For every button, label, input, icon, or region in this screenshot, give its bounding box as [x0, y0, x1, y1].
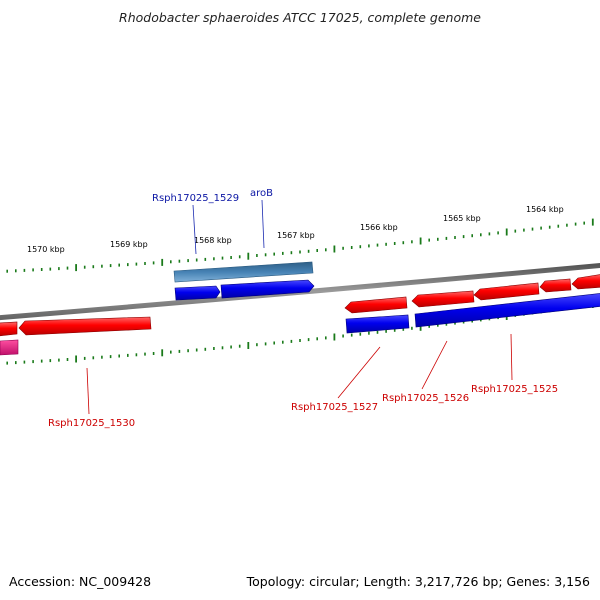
- scale-label-1567: 1567 kbp: [277, 231, 315, 240]
- cds-arrow-rsph1529[interactable]: [174, 285, 221, 301]
- leader-rsph1527: [337, 346, 381, 399]
- gene-feature-rsph1526-1525[interactable]: [414, 293, 600, 328]
- forward-strand-features: [173, 261, 315, 301]
- cds-arrow-rsph1525-a[interactable]: [473, 282, 540, 301]
- gene-feature-rsph1527[interactable]: [345, 314, 410, 334]
- leader-rsph1525: [510, 333, 513, 381]
- label-leader-lines: [86, 199, 513, 415]
- scale-label-1569: 1569 kbp: [110, 240, 148, 249]
- scale-label-1570: 1570 kbp: [27, 245, 65, 254]
- accession-text: Accession: NC_009428: [9, 574, 152, 589]
- scale-label-1564: 1564 kbp: [526, 205, 564, 214]
- scale-label-1568: 1568 kbp: [194, 236, 232, 245]
- gene-track-lower: [0, 293, 600, 356]
- gene-label-rsph1526[interactable]: Rsph17025_1526: [382, 393, 469, 404]
- gene-label-rsph1530[interactable]: Rsph17025_1530: [48, 418, 135, 429]
- scale-labels: 1570 kbp 1569 kbp 1568 kbp 1567 kbp 1566…: [27, 205, 564, 254]
- leader-rsph1529: [192, 204, 197, 255]
- gene-label-aroB[interactable]: aroB: [250, 188, 273, 199]
- cds-arrow-partial-left[interactable]: [0, 321, 18, 337]
- cds-arrow-rsph1527[interactable]: [344, 296, 408, 314]
- cds-arrow-rsph1530[interactable]: [18, 316, 152, 336]
- cds-arrow-rsph1526[interactable]: [411, 290, 475, 308]
- map-title: Rhodobacter sphaeroides ATCC 17025, comp…: [119, 10, 481, 25]
- gene-label-rsph1527[interactable]: Rsph17025_1527: [291, 402, 378, 413]
- pink-feature-left[interactable]: [0, 339, 19, 356]
- cds-arrow-rsph1525-b[interactable]: [539, 278, 572, 293]
- leader-aroB: [261, 199, 265, 249]
- cds-arrow-right-partial[interactable]: [571, 274, 600, 290]
- reverse-strand-features: [0, 274, 600, 337]
- leader-rsph1530: [86, 367, 90, 415]
- genome-summary-text: Topology: circular; Length: 3,217,726 bp…: [246, 574, 590, 589]
- cds-arrow-aroB[interactable]: [220, 279, 315, 299]
- gene-label-rsph1529[interactable]: Rsph17025_1529: [152, 193, 239, 204]
- leader-rsph1526: [421, 340, 448, 390]
- gene-labels: Rsph17025_1529 aroB Rsph17025_1530 Rsph1…: [48, 188, 558, 429]
- scale-label-1566: 1566 kbp: [360, 223, 398, 232]
- gene-label-rsph1525[interactable]: Rsph17025_1525: [471, 384, 558, 395]
- scale-label-1565: 1565 kbp: [443, 214, 481, 223]
- outer-scale-ticks: [6, 218, 594, 273]
- gene-feature-rsph1529-aroB[interactable]: [173, 261, 314, 283]
